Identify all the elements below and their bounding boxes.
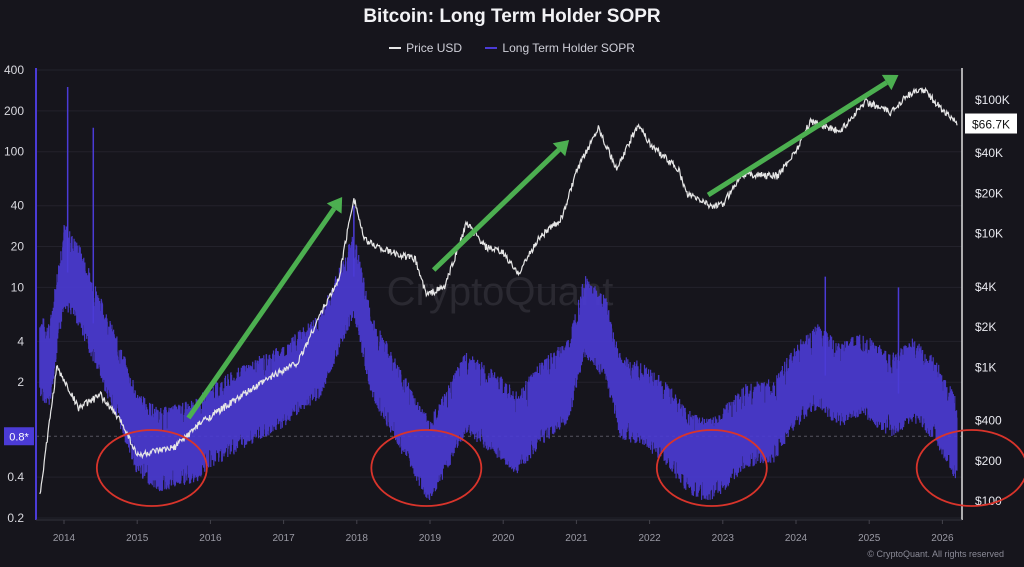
current-sopr-label: 0.8* (9, 431, 29, 443)
y-left-tick-label: 20 (11, 240, 25, 254)
x-tick-label: 2016 (199, 533, 222, 544)
legend-item-sopr[interactable]: Long Term Holder SOPR (485, 41, 635, 55)
y-left-tick-label: 4 (17, 334, 24, 348)
x-tick-label: 2018 (346, 533, 369, 544)
legend-item-price[interactable]: Price USD (389, 41, 462, 55)
sopr-series (39, 225, 958, 500)
x-tick-label: 2025 (858, 533, 881, 544)
current-price-label: $66.7K (972, 118, 1010, 132)
y-right-tick-label: $200 (975, 454, 1002, 468)
y-right-tick-label: $100K (975, 93, 1010, 107)
x-tick-label: 2015 (126, 533, 149, 544)
green-arrow-head (552, 140, 570, 157)
current-price-badge (965, 113, 1017, 134)
green-arrow-head (881, 74, 899, 91)
y-left-tick-label: 400 (4, 63, 24, 77)
y-right-tick-label: $1K (975, 360, 996, 374)
y-right-tick-label: $4K (975, 280, 996, 294)
legend-label-sopr: Long Term Holder SOPR (502, 41, 635, 55)
x-tick-label: 2014 (53, 533, 76, 544)
current-sopr-badge (4, 427, 34, 446)
y-left-tick-label: 2 (17, 375, 24, 389)
copyright: © CryptoQuant. All rights reserved (867, 549, 1004, 559)
x-tick-label: 2017 (272, 533, 295, 544)
y-left-tick-label: 0.2 (7, 511, 24, 525)
y-right-tick-label: $400 (975, 414, 1002, 428)
y-right-tick-label: $20K (975, 186, 1003, 200)
y-left-tick-label: 40 (11, 199, 25, 213)
legend-swatch-sopr (485, 47, 498, 49)
low-circle-annotation (370, 429, 483, 507)
x-tick-label: 2026 (931, 533, 954, 544)
low-circle-annotation (655, 429, 768, 507)
green-arrow (186, 207, 337, 420)
green-arrow-head (326, 197, 343, 214)
y-right-tick-label: $2K (975, 320, 996, 334)
x-tick-label: 2019 (419, 533, 442, 544)
legend: Price USD Long Term Holder SOPR (0, 38, 1024, 55)
legend-label-price: Price USD (406, 41, 463, 55)
y-left-tick-label: 100 (4, 145, 24, 159)
x-tick-label: 2022 (638, 533, 661, 544)
x-tick-label: 2021 (565, 533, 588, 544)
y-right-tick-label: $40K (975, 146, 1003, 160)
low-circle-annotation (95, 429, 208, 507)
low-circle-annotation (915, 429, 1024, 507)
x-tick-label: 2020 (492, 533, 515, 544)
chart-title: Bitcoin: Long Term Holder SOPR (363, 6, 661, 27)
y-left-tick-label: 200 (4, 104, 24, 118)
y-left-tick-label: 0.4 (7, 470, 24, 484)
green-arrow (706, 80, 888, 198)
watermark: CryptoQuant (387, 270, 614, 314)
green-arrow (431, 147, 561, 272)
y-right-tick-label: $10K (975, 227, 1003, 241)
y-left-tick-label: 10 (11, 280, 25, 294)
legend-swatch-price (389, 47, 402, 49)
x-tick-label: 2024 (785, 533, 808, 544)
x-tick-label: 2023 (712, 533, 735, 544)
